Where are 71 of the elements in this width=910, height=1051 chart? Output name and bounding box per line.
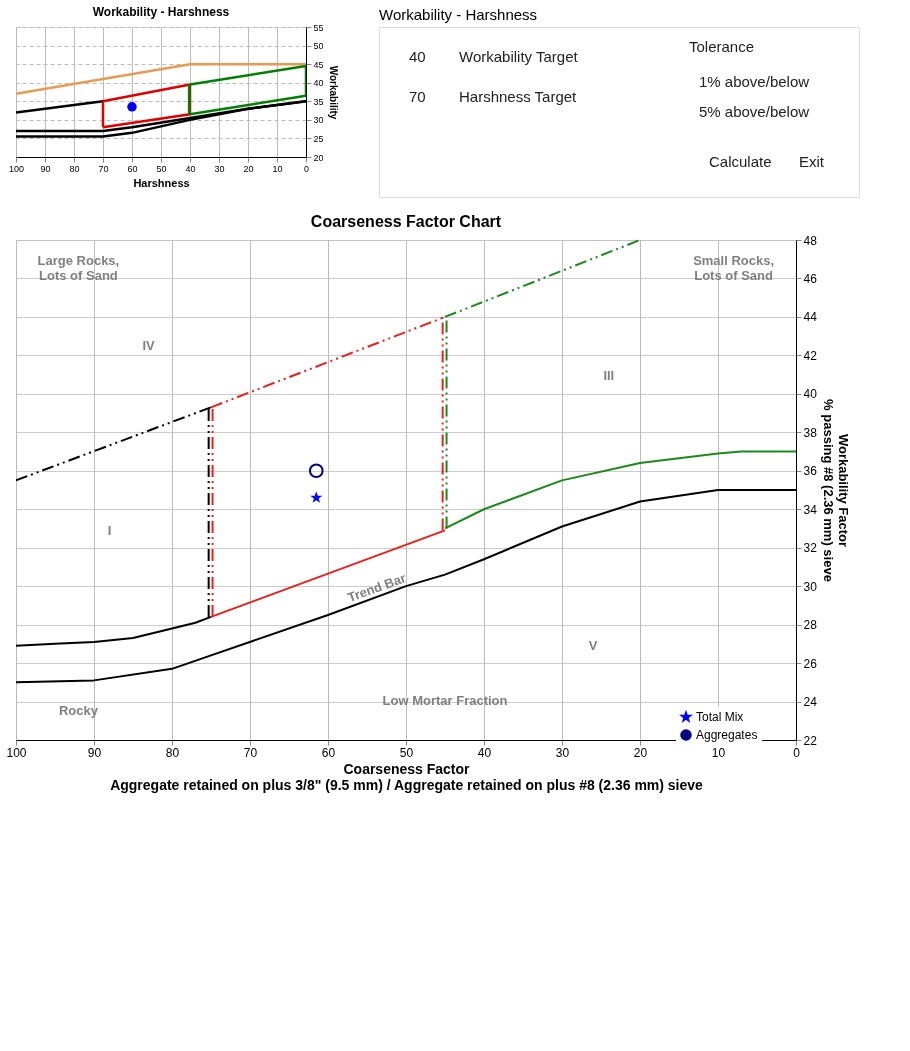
annotation: Low Mortar Fraction: [382, 693, 508, 708]
y-tick-label: 26: [803, 656, 818, 671]
y-tick-label: 28: [803, 618, 818, 633]
annotation: Small Rocks, Lots of Sand: [693, 253, 775, 283]
y-tick-label: 25: [313, 133, 324, 144]
x-tick-label: 10: [272, 163, 283, 174]
x-tick-label: 60: [127, 163, 138, 174]
x-tick-label: 20: [633, 745, 648, 760]
y-tick-label: 50: [313, 41, 324, 52]
x-tick-label: 0: [303, 163, 310, 174]
annotation: Trend Bar: [345, 570, 408, 606]
y-tick-label: 40: [313, 78, 324, 89]
y-tick-label: 36: [803, 464, 818, 479]
x-tick-label: 20: [243, 163, 254, 174]
x-tick-label: 80: [165, 745, 180, 760]
y-axis-title: Workability Factor % passing #8 (2.36 mm) sieve: [820, 399, 851, 582]
text: 40: [409, 48, 426, 65]
y-tick-label: 55: [313, 22, 324, 33]
x-tick-label: 60: [321, 745, 336, 760]
text: 1% above/below: [699, 73, 810, 90]
annotation: Rocky: [58, 703, 99, 718]
x-tick-label: 30: [214, 163, 225, 174]
text: Tolerance: [689, 38, 755, 55]
text: Workability - Harshness: [379, 6, 538, 23]
y-tick-label: 22: [803, 733, 818, 748]
text: Workability Target: [459, 48, 579, 65]
y-tick-label: 30: [313, 115, 324, 126]
x-axis-title: Coarseness Factor Aggregate retained on plus 3/8" (9.5 mm) / Aggregate retained on plus #8 (2.36 mm) sieve: [110, 760, 704, 793]
x-tick-label: 100: [8, 163, 25, 174]
y-tick-label: 35: [313, 96, 324, 107]
x-tick-label: 30: [555, 745, 570, 760]
y-tick-label: 20: [313, 152, 324, 163]
x-tick-label: 40: [477, 745, 492, 760]
x-tick-label: 0: [793, 745, 801, 760]
y-tick-label: 40: [803, 387, 818, 402]
x-tick-label: 70: [243, 745, 258, 760]
chart-title: Coarseness Factor Chart: [310, 213, 502, 230]
annotation: I: [107, 523, 112, 538]
x-tick-label: 100: [6, 745, 27, 760]
legend-label: Total Mix: [696, 710, 744, 724]
x-tick-label: 40: [185, 163, 196, 174]
x-tick-label: 70: [98, 163, 109, 174]
y-tick-label: 44: [803, 310, 818, 325]
y-tick-label: 24: [803, 695, 818, 710]
x-tick-label: 50: [156, 163, 167, 174]
x-tick-label: 90: [40, 163, 51, 174]
y-tick-label: 30: [803, 579, 818, 594]
y-tick-label: 46: [803, 271, 818, 286]
y-tick-label: 48: [803, 233, 818, 248]
y-tick-label: 42: [803, 348, 818, 363]
text: 5% above/below: [699, 103, 810, 120]
text: Calculate: [709, 153, 772, 170]
annotation: IV: [142, 338, 156, 353]
annotation: Large Rocks, Lots of Sand: [37, 253, 120, 283]
text: 70: [409, 88, 426, 105]
x-tick-label: 80: [69, 163, 80, 174]
x-tick-label: 90: [87, 745, 102, 760]
legend-label: Aggregates: [696, 728, 758, 742]
x-axis-title: Harshness: [133, 176, 190, 189]
y-axis-title: Workability: [327, 65, 339, 120]
y-tick-label: 38: [803, 425, 818, 440]
annotation: V: [588, 638, 598, 653]
y-tick-label: 32: [803, 541, 818, 556]
x-tick-label: 50: [399, 745, 414, 760]
y-tick-label: 34: [803, 502, 818, 517]
text: Harshness Target: [459, 88, 578, 105]
x-tick-label: 10: [711, 745, 726, 760]
text: Exit: [799, 153, 825, 170]
y-tick-label: 45: [313, 59, 324, 70]
annotation: III: [603, 368, 615, 383]
chart-title: Workability - Harshness: [92, 5, 230, 19]
